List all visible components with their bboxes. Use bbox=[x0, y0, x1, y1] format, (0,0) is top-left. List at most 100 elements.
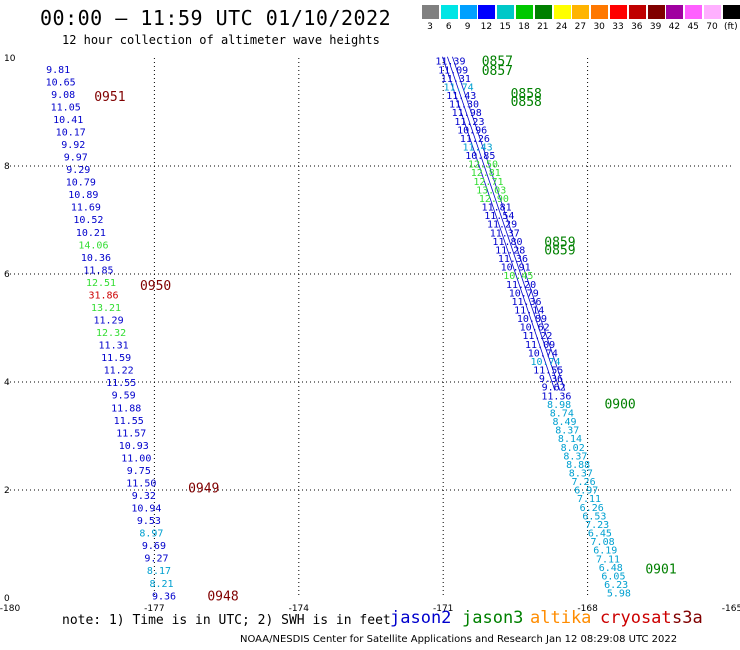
wave-height-point: 9.36 bbox=[539, 374, 563, 385]
legend-entry-altika: altika bbox=[530, 608, 592, 628]
axis-ticks: -180 -177 -174 -171 -168 -165 0 2 4 6 8 10 bbox=[0, 54, 740, 614]
wave-height-point: 9.53 bbox=[137, 516, 161, 527]
footnote: note: 1) Time is in UTC; 2) SWH is in fe… bbox=[62, 613, 391, 628]
scale-label: 30 bbox=[593, 22, 605, 32]
wave-height-point: 8.21 bbox=[149, 579, 173, 590]
wave-height-point: 10.17 bbox=[56, 127, 86, 138]
time-label: 0901 bbox=[645, 562, 676, 577]
wave-height-point: 8.74 bbox=[550, 408, 574, 419]
wave-height-point: 9.69 bbox=[142, 541, 166, 552]
wave-height-point: 11.98 bbox=[452, 108, 482, 119]
scale-label: 18 bbox=[518, 22, 530, 32]
wave-height-point: 11.50 bbox=[126, 478, 156, 489]
wave-height-point: 8.37 bbox=[563, 451, 587, 462]
wave-height-point: 8.88 bbox=[566, 460, 590, 471]
scale-swatch bbox=[704, 5, 721, 19]
wave-height-point: 11.80 bbox=[492, 237, 522, 248]
wave-height-point: 10.89 bbox=[68, 190, 98, 201]
wave-height-point: 9.08 bbox=[51, 90, 75, 101]
wave-height-point: 8.49 bbox=[552, 417, 576, 428]
wave-height-point: 9.97 bbox=[64, 153, 88, 164]
wave-height-point: 10.79 bbox=[509, 288, 539, 299]
wave-height-point: 8.14 bbox=[558, 434, 582, 445]
grid bbox=[10, 58, 732, 598]
scale-label: 9 bbox=[464, 22, 471, 32]
scale-label: 6 bbox=[445, 22, 452, 32]
wave-height-point: 12.51 bbox=[86, 278, 116, 289]
wave-height-point: 12.81 bbox=[471, 168, 501, 179]
legend-entry-cryosat: cryosat bbox=[600, 608, 672, 628]
wave-height-point: 11.36 bbox=[511, 297, 541, 308]
wave-height-point: 11.20 bbox=[506, 280, 536, 291]
wave-height-point: 8.98 bbox=[547, 400, 571, 411]
time-label: 0857 bbox=[482, 55, 513, 70]
scale-swatch bbox=[497, 5, 515, 19]
wave-height-point: 11.88 bbox=[111, 403, 141, 414]
scale-swatch bbox=[553, 5, 571, 19]
wave-height-point: 11.00 bbox=[121, 453, 151, 464]
wave-height-point: 11.37 bbox=[490, 228, 520, 239]
wave-height-point: 11.74 bbox=[444, 82, 474, 93]
scale-swatch bbox=[516, 5, 533, 19]
wave-height-point: 9.32 bbox=[132, 491, 156, 502]
x-tick-label: -165 bbox=[722, 604, 740, 614]
scale-label: 3 bbox=[427, 22, 433, 32]
time-label: 0900 bbox=[604, 398, 635, 413]
wave-height-point: 12.71 bbox=[473, 177, 503, 188]
wave-height-point: 10.74 bbox=[528, 348, 558, 359]
y-tick-label: 4 bbox=[4, 378, 10, 388]
scale-label: 39 bbox=[649, 22, 662, 32]
x-tick-label: -180 bbox=[0, 604, 20, 614]
scale-label: (ft) bbox=[724, 22, 738, 32]
scale-swatch bbox=[722, 5, 740, 19]
wave-height-point: 11.81 bbox=[482, 203, 512, 214]
wave-height-point: 7.23 bbox=[585, 520, 609, 531]
wave-height-point: 11.39 bbox=[435, 57, 465, 68]
wave-height-point: 9.27 bbox=[144, 554, 168, 565]
y-tick-label: 2 bbox=[4, 486, 10, 496]
wave-height-point: 10.79 bbox=[66, 178, 96, 189]
wave-height-point: 9.92 bbox=[61, 140, 85, 151]
scale-label: 27 bbox=[574, 22, 587, 32]
wave-height-point: 6.05 bbox=[601, 571, 625, 582]
x-tick-label: -168 bbox=[577, 604, 598, 614]
wave-height-point: 11.43 bbox=[446, 91, 476, 102]
wave-height-point: 6.19 bbox=[593, 546, 617, 557]
wave-height-point: 7.26 bbox=[572, 477, 596, 488]
wave-height-point: 14.06 bbox=[78, 240, 108, 251]
scale-label: 15 bbox=[499, 22, 511, 32]
track-line bbox=[447, 56, 561, 391]
time-label: 0950 bbox=[140, 279, 171, 294]
scale-label: 33 bbox=[612, 22, 624, 32]
x-tick-label: -174 bbox=[289, 604, 310, 614]
wave-height-point: 8.17 bbox=[147, 566, 171, 577]
wave-height-point: 11.23 bbox=[454, 117, 484, 128]
wave-height-point: 10.41 bbox=[53, 115, 83, 126]
wave-height-point: 11.26 bbox=[460, 134, 490, 145]
wave-height-point: 9.29 bbox=[66, 165, 90, 176]
scale-swatch bbox=[666, 5, 684, 19]
scale-swatch bbox=[628, 5, 646, 19]
wave-height-point: 11.14 bbox=[514, 305, 544, 316]
wave-height-point: 10.96 bbox=[457, 125, 487, 136]
wave-height-point: 12.90 bbox=[479, 194, 509, 205]
scale-label: 21 bbox=[537, 22, 549, 32]
scale-label: 36 bbox=[631, 22, 643, 32]
scale-swatch bbox=[422, 5, 439, 19]
scale-label: 42 bbox=[668, 22, 681, 32]
wave-height-point: 11.55 bbox=[114, 416, 144, 427]
wave-height-point: 10.52 bbox=[73, 215, 103, 226]
wave-height-point: 10.65 bbox=[46, 77, 76, 88]
wave-height-point: 10.21 bbox=[76, 228, 106, 239]
wave-height-point: 9.81 bbox=[46, 65, 70, 76]
time-label: 0857 bbox=[482, 64, 513, 79]
scale-swatch bbox=[685, 5, 703, 19]
wave-height-point: 11.09 bbox=[438, 65, 468, 76]
wave-height-point: 9.36 bbox=[152, 591, 176, 602]
wave-height-point: 13.21 bbox=[91, 303, 121, 314]
wave-height-point: 11.85 bbox=[83, 265, 113, 276]
wave-height-point: 11.05 bbox=[51, 102, 81, 113]
scale-swatch bbox=[647, 5, 665, 19]
wave-height-point: 7.08 bbox=[591, 537, 615, 548]
